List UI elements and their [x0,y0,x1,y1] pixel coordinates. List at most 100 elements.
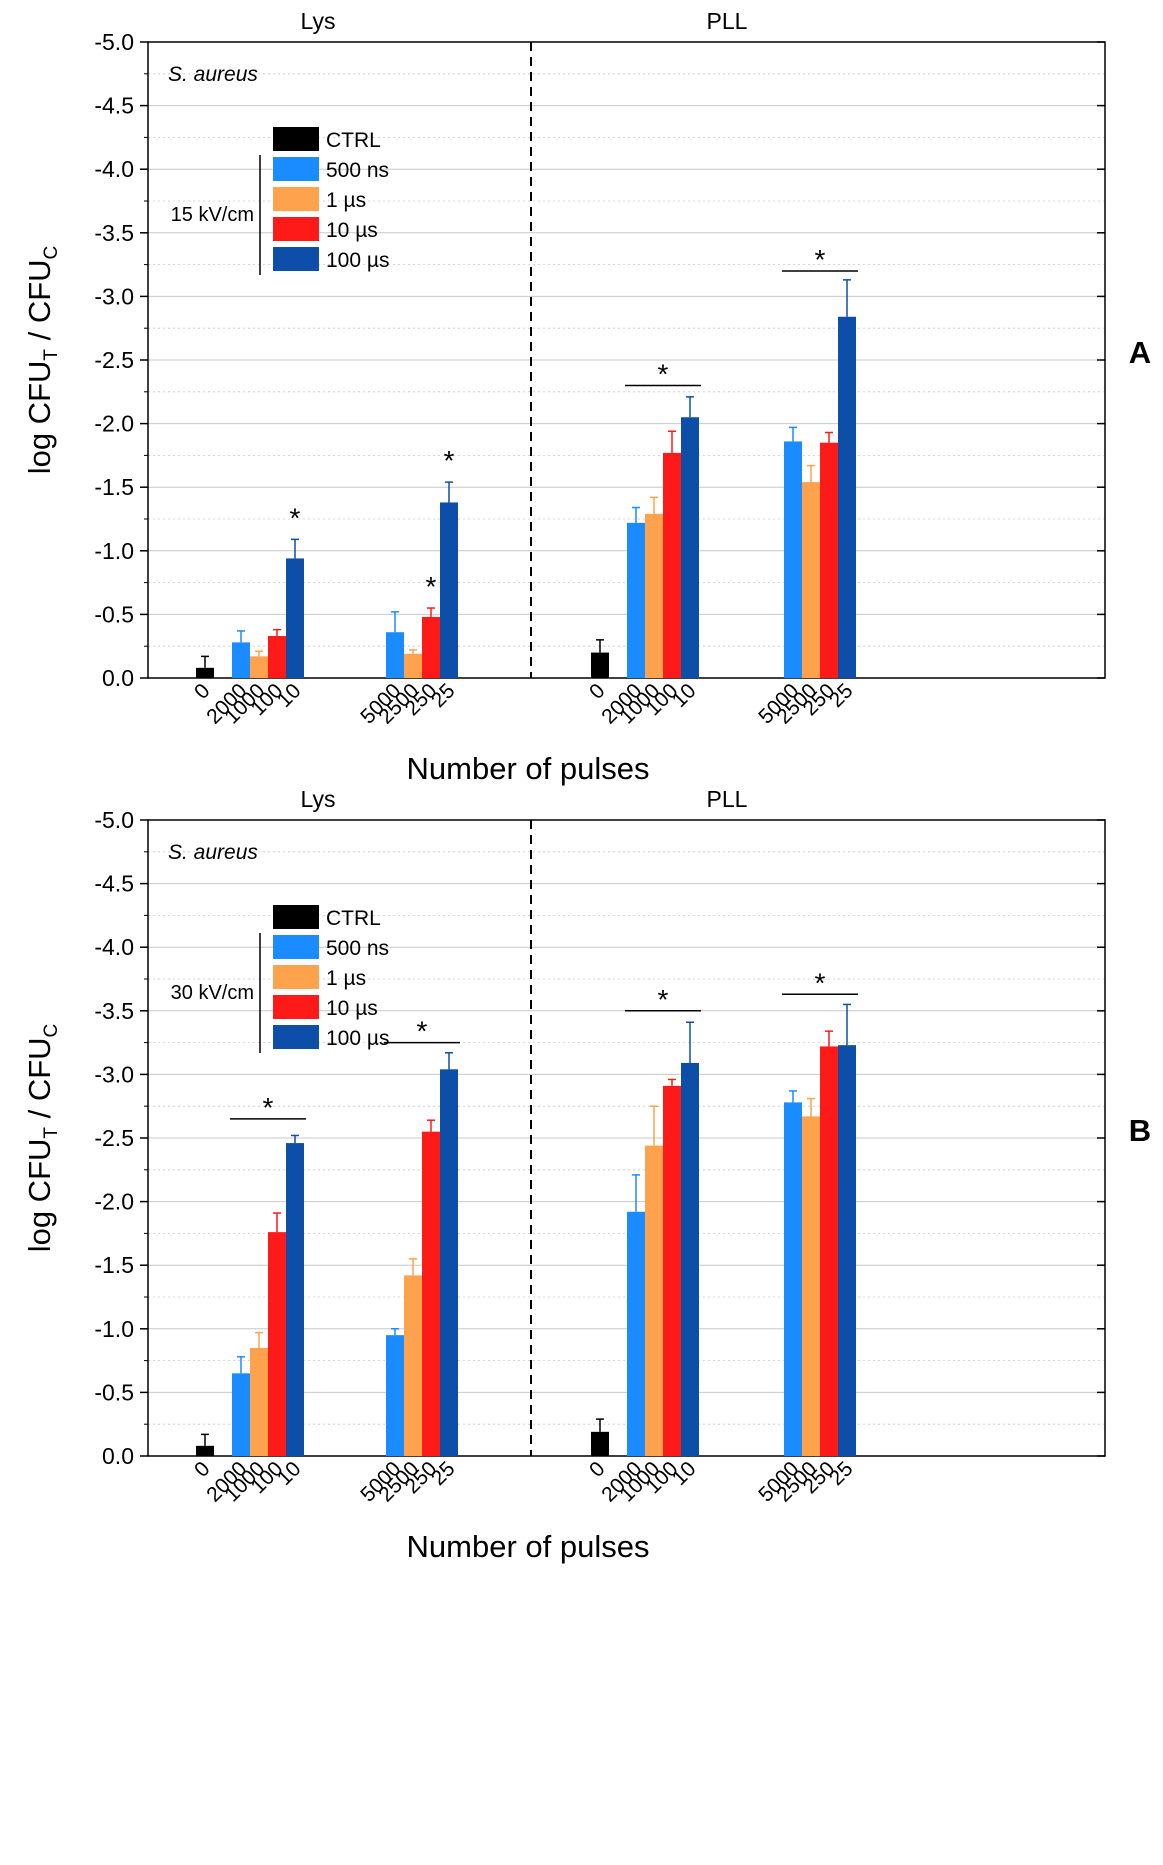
y-tick-label: -1.5 [94,1252,134,1278]
y-tick-label: -2.5 [94,1125,134,1151]
y-tick-label: -4.0 [94,156,134,182]
bar [422,1131,440,1456]
y-axis-label-part: / CFU [22,259,57,349]
significance-star: * [815,244,826,275]
bar-ctrl [591,1431,609,1456]
bar [386,632,404,678]
legend-swatch [273,995,319,1019]
bar [784,1102,802,1456]
x-tick-label: 0 [190,1457,215,1482]
y-tick-label: 0.0 [102,1443,134,1469]
legend-label: 1 µs [326,967,366,990]
bar [440,502,458,678]
y-tick-label: -2.5 [94,347,134,373]
y-tick-label: -3.0 [94,283,134,309]
bar [681,1062,699,1456]
legend-swatch [273,247,319,271]
bar [440,1069,458,1456]
x-axis-label: Number of pulses [407,751,650,786]
section-label: PLL [707,8,748,34]
significance-star: * [658,984,669,1015]
legend-label: CTRL [326,129,381,152]
panel-letter: A [1129,335,1151,370]
x-tick-label: 0 [585,679,610,704]
bar [422,616,440,678]
x-tick-label: 0 [585,1457,610,1482]
panel-letter: B [1129,1113,1151,1148]
significance-star: * [658,358,669,389]
section-label: PLL [707,786,748,812]
legend-label: 500 ns [326,937,389,960]
significance-star: * [815,967,826,998]
bar [802,482,820,678]
y-axis-label-part: C [41,1024,62,1038]
x-tick-label: 10 [273,679,306,712]
bar [286,1143,304,1456]
y-tick-label: -5.0 [94,29,134,55]
legend-swatch [273,965,319,989]
panel-B: -5.0 -4.5 -4.0 -3.5 -3.0 -2.5 -2.0 -1.5 -1.0 -0.5… [22,786,1151,1564]
bar [268,636,286,678]
bar [820,442,838,678]
bar [820,1046,838,1456]
y-axis-label-part: C [41,246,62,260]
legend-swatch [273,935,319,959]
bar [838,316,856,678]
legend-label: 10 µs [326,219,378,242]
y-tick-label: 0.0 [102,665,134,691]
y-tick-label: -4.5 [94,871,134,897]
y-tick-label: -0.5 [94,1379,134,1405]
y-tick-label: -4.0 [94,934,134,960]
y-tick-label: -1.5 [94,474,134,500]
y-tick-label: -2.0 [94,1189,134,1215]
organism-label: S. aureus [168,63,258,86]
section-label: Lys [301,8,336,34]
legend-swatch [273,217,319,241]
legend-label: CTRL [326,907,381,930]
legend-label: 10 µs [326,997,378,1020]
organism-label: S. aureus [168,841,258,864]
bar [386,1335,404,1456]
y-tick-label: -4.5 [94,93,134,119]
x-tick-label: 0 [190,679,215,704]
x-tick-label: 10 [668,1457,701,1490]
y-tick-label: -5.0 [94,807,134,833]
legend-label: 1 µs [326,189,366,212]
y-tick-label: -3.5 [94,998,134,1024]
significance-star: * [426,571,437,602]
bar [681,417,699,678]
bar [250,1347,268,1456]
y-axis-label-part: log CFU [22,1139,57,1253]
bar [404,653,422,678]
legend-swatch [273,905,319,929]
x-tick-label: 25 [825,1457,858,1490]
field-strength-label: 15 kV/cm [171,204,254,226]
x-tick-label: 25 [427,1457,460,1490]
panel-A: -5.0 -4.5 -4.0 -3.5 -3.0 -2.5 -2.0 -1.5 -1.0 -0.5… [22,8,1151,786]
bar [645,513,663,678]
x-tick-label: 25 [825,679,858,712]
bar [645,1145,663,1456]
bar-ctrl [196,667,214,678]
y-axis-label-part: log CFU [22,361,57,475]
legend-swatch [273,187,319,211]
significance-star: * [417,1016,428,1047]
legend-label: 500 ns [326,159,389,182]
y-tick-label: -2.0 [94,411,134,437]
bar [663,1085,681,1456]
bar [838,1045,856,1456]
y-tick-label: -3.5 [94,220,134,246]
bar [286,558,304,678]
legend-label: 100 µs [326,1027,389,1050]
bar [802,1116,820,1456]
legend-label: 100 µs [326,249,389,272]
x-tick-label: 10 [273,1457,306,1490]
bar [268,1232,286,1456]
bar [232,1373,250,1456]
legend-swatch [273,157,319,181]
y-axis-label: log CFUT / CFUC [22,246,62,475]
y-axis-label-part: T [41,1127,62,1139]
x-tick-label: 25 [427,679,460,712]
y-axis-label-part: T [41,349,62,361]
